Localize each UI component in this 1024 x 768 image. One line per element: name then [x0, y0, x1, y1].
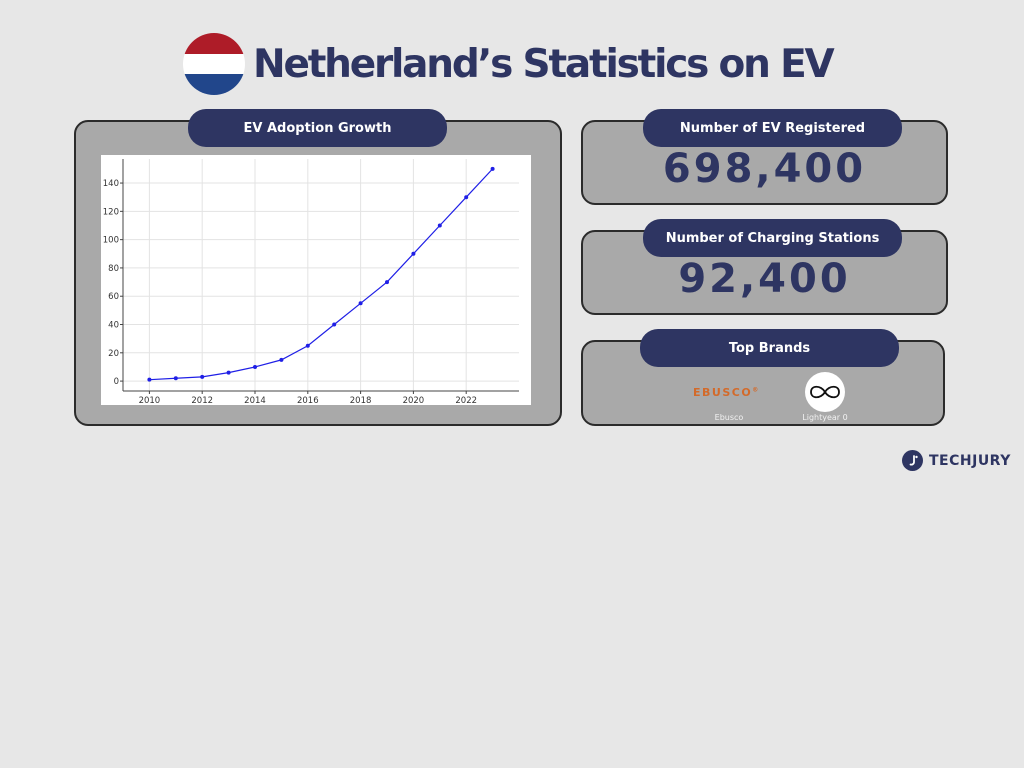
- x-tick-label: 2020: [403, 396, 425, 405]
- brands-card-label: Top Brands: [640, 329, 899, 367]
- adoption-line-chart: 2010 2012 2014 2016 2018 2020 2022 0 20 40 60 80 100…: [103, 159, 519, 405]
- data-point: [173, 376, 178, 381]
- data-point: [200, 374, 205, 379]
- techjury-mark-icon: [902, 450, 923, 471]
- x-tick-label: 2014: [244, 396, 266, 405]
- y-tick-label: 140: [103, 179, 119, 189]
- y-tick-label: 100: [103, 236, 119, 246]
- ebusco-logo: EBUSCO®: [693, 386, 760, 399]
- data-point: [253, 364, 257, 369]
- x-tick-label: 2022: [455, 396, 477, 405]
- data-point: [226, 370, 231, 375]
- y-tick-label: 60: [108, 292, 119, 302]
- data-point: [279, 357, 284, 362]
- data-point: [490, 166, 495, 171]
- series-line: [149, 168, 494, 381]
- data-point: [147, 377, 152, 382]
- ebusco-logo-mark: ®: [752, 386, 760, 394]
- y-tick-label: 40: [108, 321, 119, 331]
- registered-value: 698,400: [662, 146, 867, 192]
- x-tick-label: 2010: [139, 396, 161, 405]
- registered-card-label: Number of EV Registered: [643, 109, 902, 147]
- data-point: [437, 223, 442, 228]
- techjury-logo[interactable]: TECHJURY: [902, 450, 1011, 471]
- flag-stripe-blue: [183, 74, 245, 95]
- netherlands-flag-icon: [183, 33, 245, 95]
- data-point: [464, 195, 469, 200]
- y-tick-label: 20: [108, 349, 119, 359]
- data-point: [411, 251, 416, 256]
- title-row: Netherland’s Statistics on EV: [183, 32, 835, 96]
- charging-card-label: Number of Charging Stations: [643, 219, 902, 257]
- flag-stripe-red: [183, 33, 245, 54]
- adoption-chart: 2010 2012 2014 2016 2018 2020 2022 0 20 40 60 80 100…: [101, 155, 531, 405]
- data-point: [385, 280, 389, 285]
- y-tick-label: 0: [114, 377, 119, 387]
- x-tick-label: 2016: [297, 396, 319, 405]
- y-tick-label: 120: [103, 207, 119, 217]
- x-tick-label: 2018: [350, 396, 372, 405]
- data-point: [358, 301, 363, 306]
- y-tick-label: 80: [108, 264, 119, 274]
- data-point: [305, 343, 310, 348]
- ebusco-logo-text: EBUSCO: [693, 386, 753, 399]
- infinity-icon: [810, 385, 840, 399]
- brand-name-lightyear: Lightyear 0: [802, 413, 848, 422]
- x-tick-label: 2012: [191, 396, 213, 405]
- flag-stripe-white: [183, 53, 245, 75]
- techjury-wordmark: TECHJURY: [929, 452, 1011, 469]
- adoption-card-label: EV Adoption Growth: [188, 109, 447, 147]
- charging-value: 92,400: [678, 256, 851, 302]
- page-title: Netherland’s Statistics on EV: [253, 41, 835, 87]
- brand-name-ebusco: Ebusco: [714, 413, 744, 422]
- data-point: [332, 322, 337, 327]
- lightyear-logo: [805, 372, 845, 412]
